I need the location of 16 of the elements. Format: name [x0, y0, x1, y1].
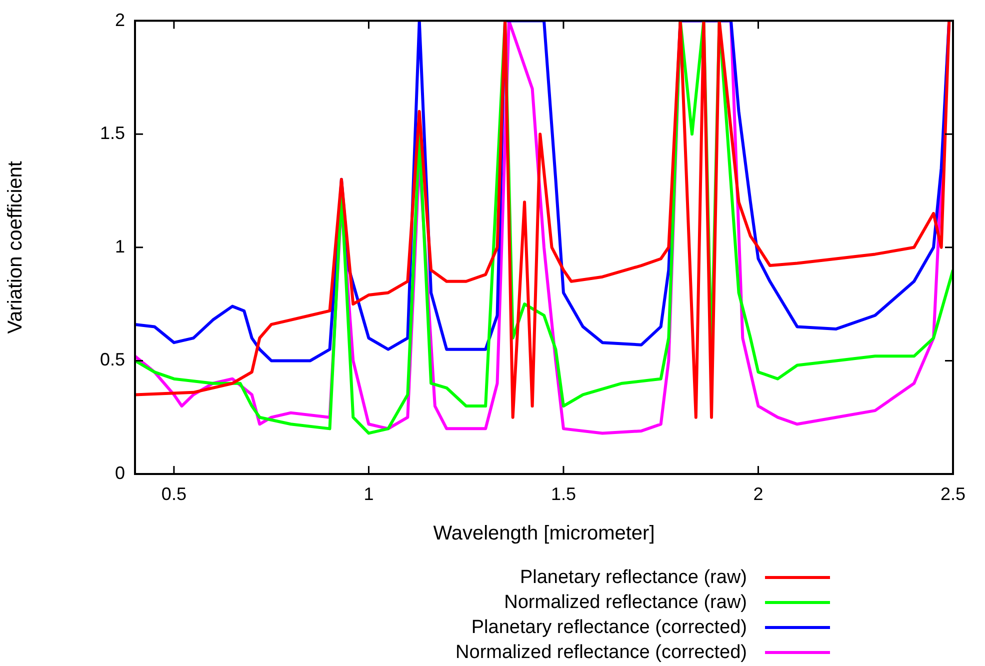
- y-tick-label: 0: [114, 462, 125, 483]
- y-axis-title: Variation coefficient: [4, 160, 27, 334]
- y-tick-label: 0.5: [100, 350, 125, 370]
- y-tick-label: 2: [114, 10, 125, 30]
- x-tick-label: 2.5: [940, 484, 966, 504]
- legend-label: Normalized reflectance (raw): [504, 592, 747, 614]
- x-tick-label: 1.5: [550, 484, 576, 504]
- legend-label: Planetary reflectance (raw): [520, 566, 747, 588]
- x-tick-label: 0.5: [161, 484, 186, 504]
- y-tick-label: 1.5: [100, 123, 125, 144]
- x-tick-label: 1: [364, 484, 374, 504]
- legend-label: Normalized reflectance (corrected): [456, 642, 747, 664]
- x-tick-label: 2: [753, 484, 764, 504]
- y-tick-label: 1: [114, 236, 125, 256]
- x-axis-title: Wavelength [micrometer]: [433, 522, 655, 545]
- legend-label: Planetary reflectance (corrected): [471, 616, 747, 638]
